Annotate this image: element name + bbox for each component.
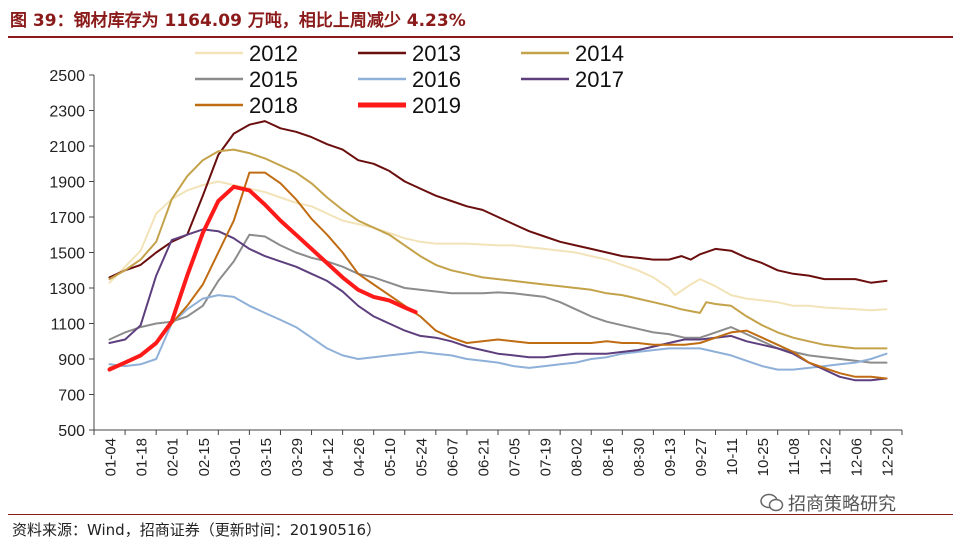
x-tick-label: 07-05 [507,438,524,476]
y-tick-label: 1900 [49,175,85,192]
x-tick-label: 02-15 [196,438,213,476]
y-axis-ticks: 500 700 900 1100 1300 1500 1700 1900 2100 2300 250… [49,68,94,440]
series-line-2012 [108,180,888,312]
x-axis-ticks: 01-04 01-18 02-01 02-15 03-01 03-15 03-29 04-12… [93,430,903,476]
x-tick-label: 05-10 [382,438,399,476]
x-tick-label: 03-15 [258,438,275,476]
legend-label-2015: 2015 [249,67,298,92]
series-line-2013 [108,120,888,284]
y-tick-label: 500 [58,423,85,440]
chart-axes [93,75,902,431]
series-line-2017 [108,228,888,382]
x-tick-label: 03-29 [289,438,306,476]
legend-label-2019: 2019 [412,93,461,118]
series-line-2014 [108,148,888,350]
x-tick-label: 09-13 [662,438,679,476]
x-tick-label: 10-25 [755,438,772,476]
x-tick-label: 04-12 [320,438,337,476]
x-tick-label: 04-26 [351,438,368,476]
series-line-2018 [108,171,888,380]
x-tick-label: 11-08 [786,438,803,475]
x-tick-label: 07-19 [538,438,555,476]
x-tick-label: 06-21 [475,438,492,476]
legend-label-2018: 2018 [249,93,298,118]
title-divider [8,36,953,38]
source-note: 资料来源：Wind，招商证券（更新时间：20190516） [12,521,382,539]
y-tick-label: 2100 [49,139,85,156]
x-tick-label: 08-16 [600,438,617,476]
y-tick-label: 2300 [49,104,85,121]
x-tick-label: 12-06 [848,438,865,476]
y-tick-label: 1100 [51,317,86,334]
x-tick-label: 08-02 [569,438,586,476]
legend-label-2013: 2013 [412,41,461,66]
x-tick-label: 06-07 [444,438,461,476]
legend-label-2017: 2017 [575,67,624,92]
x-tick-label: 10-11 [724,438,741,475]
legend-label-2014: 2014 [575,41,624,66]
y-tick-label: 2500 [49,68,85,85]
legend-label-2012: 2012 [249,41,298,66]
x-tick-label: 08-30 [631,438,648,476]
y-tick-label: 900 [58,352,85,369]
x-tick-label: 01-18 [134,438,151,476]
x-tick-label: 12-20 [879,438,896,476]
y-tick-label: 1700 [49,210,85,227]
x-tick-label: 05-24 [413,438,430,476]
series-line-2019 [107,184,418,372]
x-tick-label: 02-01 [165,438,182,476]
y-tick-label: 700 [58,388,85,405]
series-line-2015 [108,233,888,364]
series-line-2016 [108,294,888,371]
wechat-icon [760,493,784,512]
x-tick-label: 11-22 [817,438,834,475]
chart-legend: 2012 2013 2014 2015 2016 2017 2018 2019 [195,41,624,118]
x-tick-label: 01-04 [103,438,120,476]
series-layer [107,120,888,382]
watermark-text: 招商策略研究 [788,494,896,515]
y-tick-label: 1300 [49,281,85,298]
source-divider [8,514,953,515]
x-tick-label: 03-01 [227,438,244,476]
y-tick-label: 1500 [49,246,85,263]
watermark: 招商策略研究 [760,490,896,516]
chart-title: 图 39：钢材库存为 1164.09 万吨，相比上周减少 4.23% [10,11,466,31]
x-tick-label: 09-27 [693,438,710,476]
legend-label-2016: 2016 [412,67,461,92]
